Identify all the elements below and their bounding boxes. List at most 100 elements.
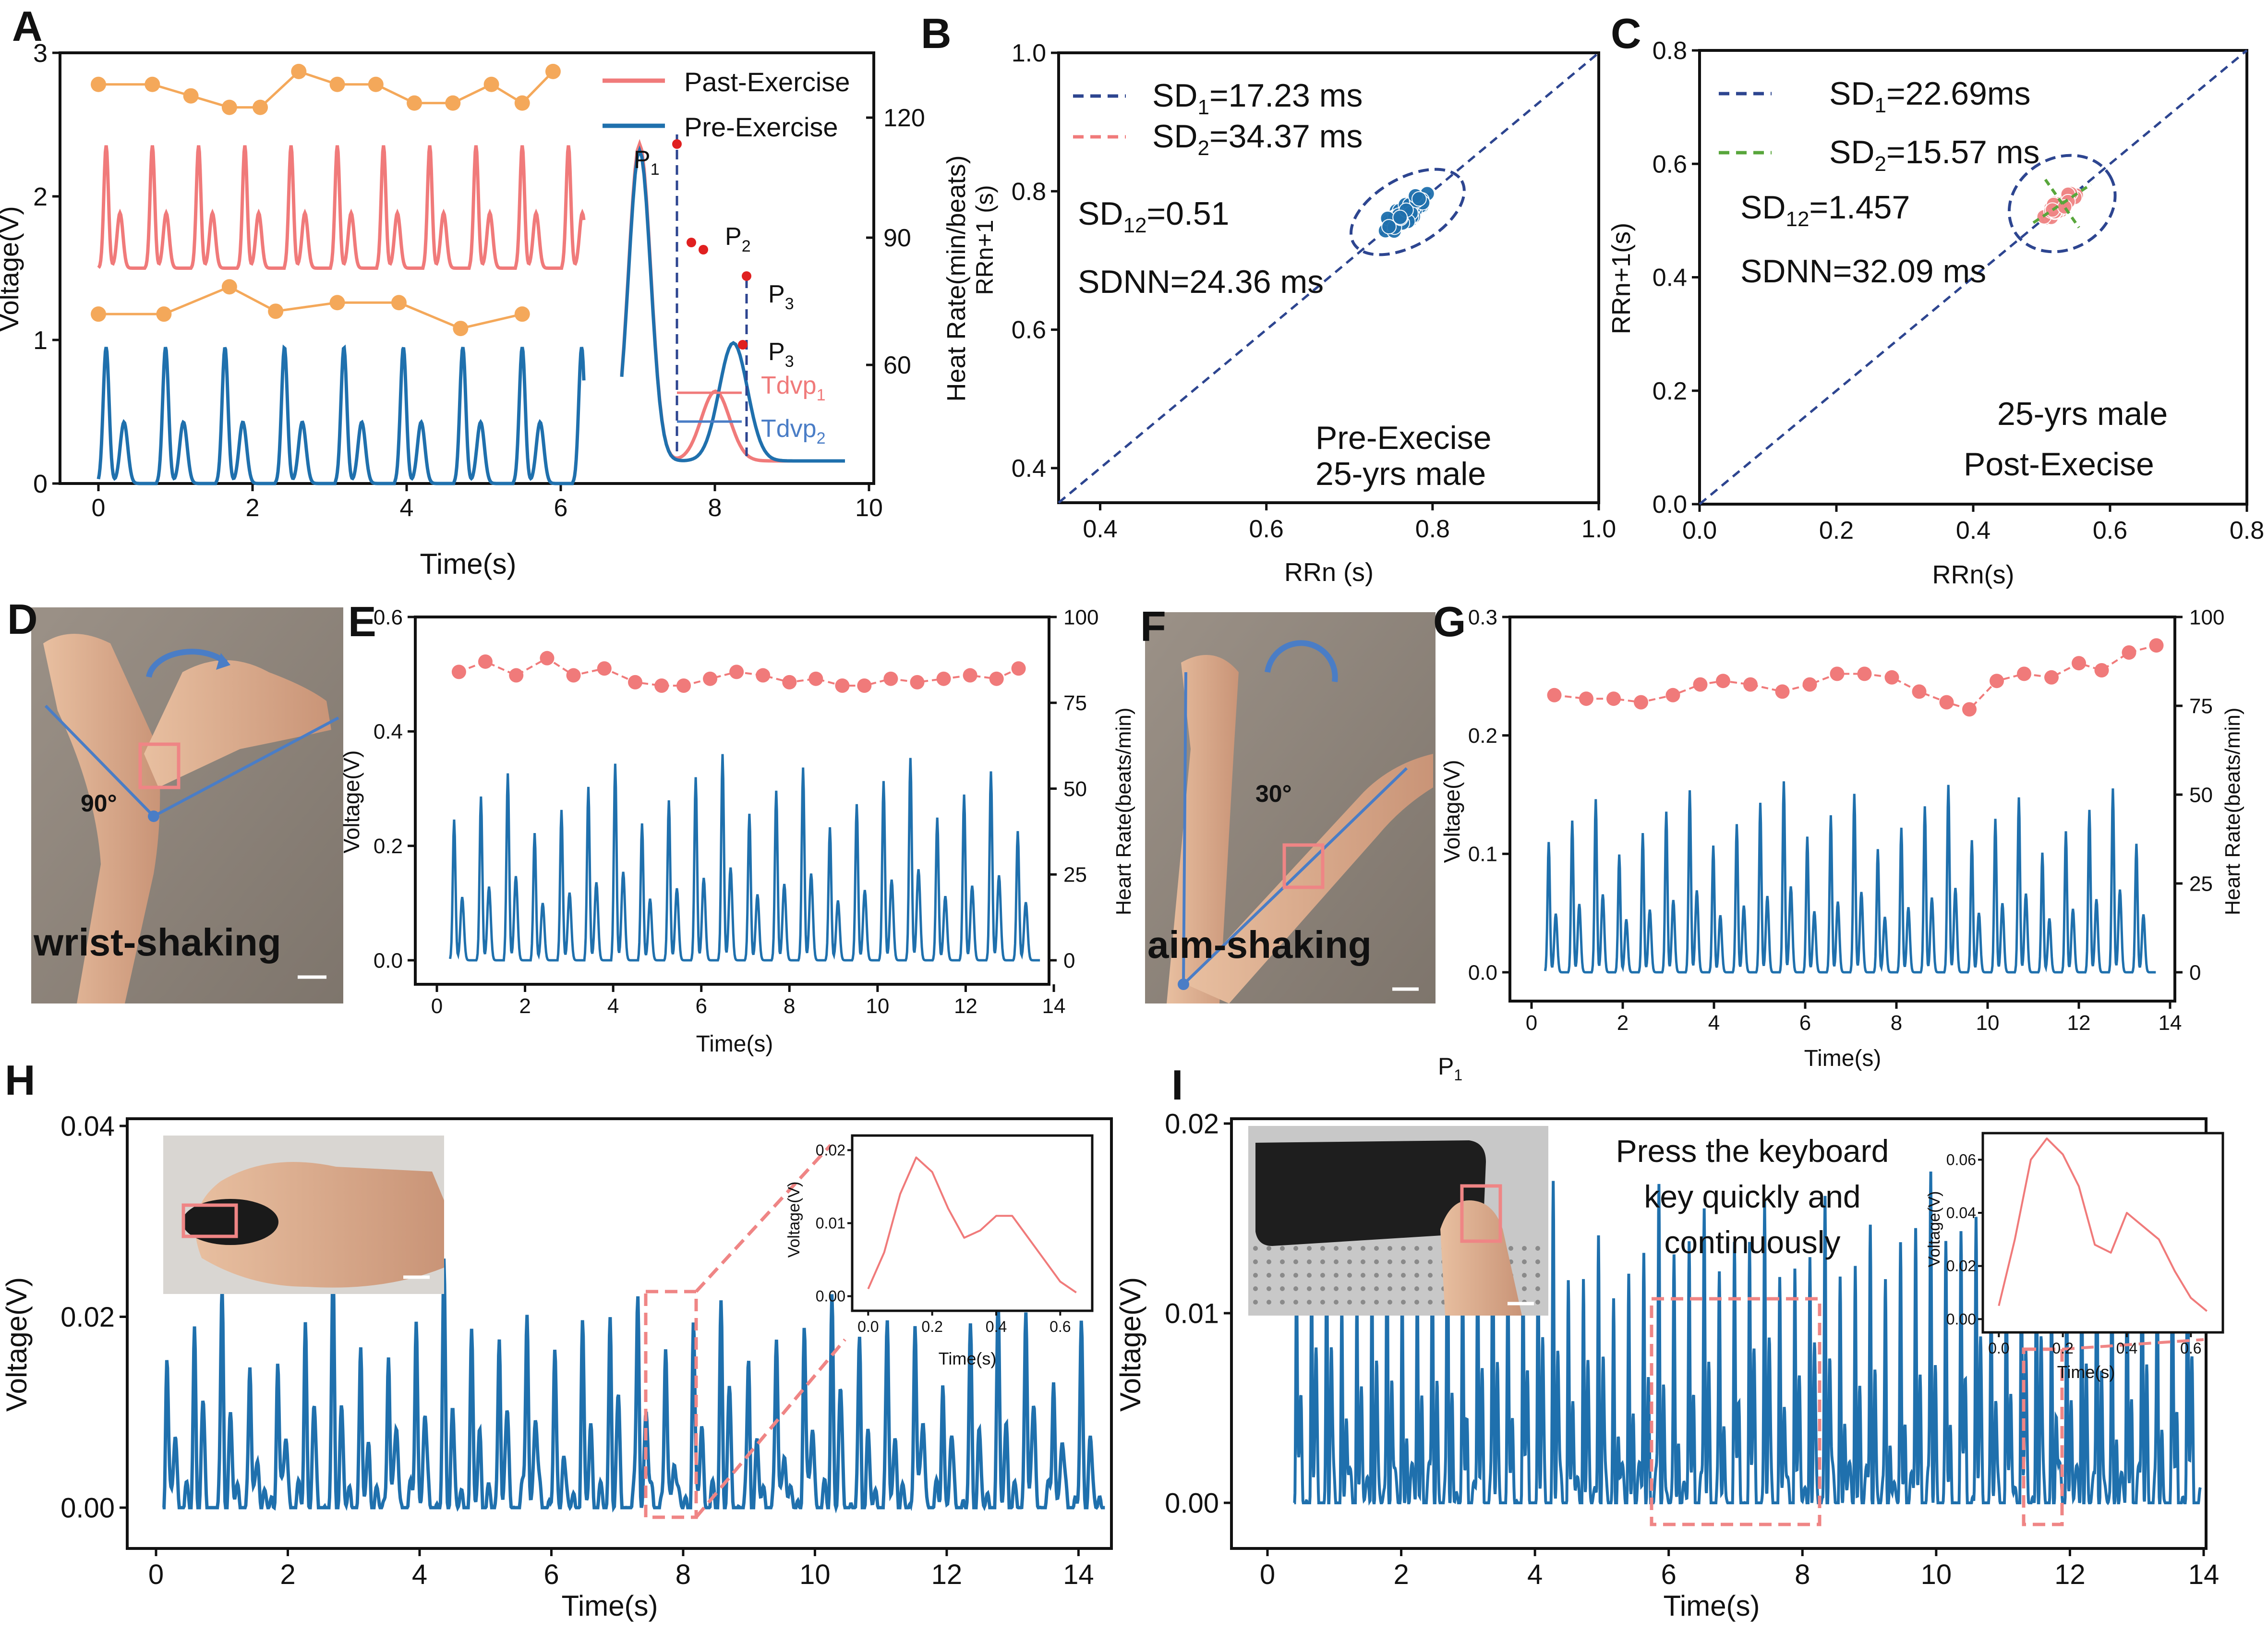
- panel-a-y2ticks: 60 90 120: [866, 104, 925, 379]
- G-xtick-label: 0: [1526, 1011, 1537, 1035]
- C-xtick-label: 0.4: [1956, 517, 1991, 544]
- pegboard-hole: [1508, 1246, 1513, 1251]
- pegboard-hole: [1280, 1273, 1285, 1278]
- label-tdvp1: Tdvp1: [761, 372, 826, 404]
- pegboard-hole: [1253, 1273, 1258, 1278]
- pegboard-hole: [1535, 1286, 1540, 1291]
- panel-h-ylabel: Voltage(V): [0, 1277, 33, 1412]
- H-ytick-label: 0.04: [60, 1111, 115, 1142]
- i-note-line1: Press the keyboard: [1616, 1133, 1889, 1169]
- pegboard-hole: [1334, 1246, 1339, 1251]
- B-ytick-label: 0.6: [1012, 316, 1046, 344]
- E-hr-point: [883, 671, 898, 686]
- a-hr-point: [221, 279, 237, 295]
- panel-e: E 0 2 4 6 8 10 12 14 0.0 0.2 0.4 0.6 0 25 50 75 100 Volt…: [339, 598, 1098, 1057]
- C-ytick-label: 0.4: [1653, 264, 1687, 292]
- pegboard-hole: [1334, 1259, 1339, 1264]
- panel-c-caption-2: Post-Execise: [1964, 446, 2154, 483]
- I-ytick-label: 0.00: [1165, 1487, 1219, 1519]
- i-sensor-box: [1460, 1184, 1502, 1243]
- C-xtick-label: 0.0: [1682, 517, 1717, 544]
- I-ytick-label: 0.01: [1165, 1298, 1219, 1329]
- pegboard-hole: [1374, 1273, 1379, 1278]
- panel-b-xlabel: RRn (s): [1284, 558, 1374, 587]
- G-hr-point: [1606, 691, 1621, 706]
- H-inset-pulse-line: [867, 1156, 1077, 1294]
- a-hr-point: [445, 95, 461, 111]
- panel-e-axes: [414, 616, 1050, 986]
- pegboard-hole: [1428, 1300, 1433, 1305]
- i-zoom-box-2: [2022, 1347, 2064, 1526]
- a-peak-marker: [687, 238, 696, 247]
- a-xtick-label: 8: [708, 494, 722, 522]
- panel-f-side-ylabel: Heart Rate(beats/min): [1112, 708, 1135, 916]
- panel-g-ylabel: Voltage(V): [1439, 760, 1464, 863]
- panel-g-ticks: 0 2 4 6 8 10 12 14 0.0 0.1 0.2 0.3 0 25 50 75 100: [1468, 605, 2225, 1035]
- a-hr-point: [268, 303, 284, 319]
- panel-b-label: B: [921, 10, 952, 57]
- G-hr-point: [1716, 674, 1730, 689]
- I-ytick-label: 0.02: [1165, 1108, 1219, 1139]
- I-xtick-label: 0: [1260, 1559, 1275, 1590]
- h-inset-plot: 0.0 0.2 0.4 0.6 0.00 0.01 0.02: [816, 1141, 1077, 1335]
- G-ytick-label: 0.1: [1468, 843, 1497, 866]
- E-hr-point: [451, 665, 466, 679]
- pegboard-hole: [1320, 1259, 1325, 1264]
- pegboard-hole: [1387, 1300, 1392, 1305]
- panel-a-axes: [59, 51, 875, 485]
- H-xtick-label: 14: [1063, 1559, 1094, 1590]
- pegboard-hole: [1428, 1286, 1433, 1291]
- pegboard-hole: [1522, 1273, 1527, 1278]
- B-ytick-label: 0.4: [1012, 455, 1046, 483]
- E-y2tick-label: 0: [1063, 949, 1075, 972]
- f-angle-line-2: [1182, 767, 1408, 986]
- panel-g-plot: [1544, 638, 2164, 974]
- G-hr-point: [1547, 688, 1562, 702]
- panel-i-ticks: 0 2 4 6 8 10 12 14 0.00 0.01 0.02: [1165, 1108, 2219, 1590]
- pegboard-hole: [1522, 1259, 1527, 1264]
- h-inset-ylabel: Voltage(V): [785, 1182, 803, 1258]
- E-hr-point: [857, 678, 872, 693]
- E-hr-point: [478, 654, 493, 669]
- a-hr-point: [483, 76, 499, 92]
- panel-h-axes: [126, 1117, 1113, 1550]
- a-hr-point: [407, 95, 422, 111]
- G-hr-point: [2072, 656, 2086, 671]
- B-point: [1381, 219, 1397, 235]
- i-inset-ylabel: Voltage(V): [1925, 1191, 1943, 1268]
- E-ytick-label: 0.6: [374, 605, 403, 629]
- i-note-line3: continuously: [1665, 1224, 1841, 1260]
- panel-g-label: G: [1433, 598, 1466, 645]
- E-hr-point: [963, 668, 977, 683]
- G-hr-point: [1634, 695, 1648, 710]
- G-hr-point: [2122, 645, 2136, 660]
- a-xtick-label: 10: [855, 494, 883, 522]
- panel-a-ylabel: Voltage(V): [0, 206, 24, 332]
- i-zoom-guide: [2062, 1338, 2204, 1351]
- E-xtick-label: 4: [607, 994, 619, 1018]
- pegboard-hole: [1280, 1300, 1285, 1305]
- G-hr-point: [1939, 695, 1954, 710]
- pegboard-hole: [1361, 1273, 1365, 1278]
- pegboard-hole: [1347, 1273, 1352, 1278]
- pegboard-hole: [1374, 1286, 1379, 1291]
- C-ytick-label: 0.2: [1653, 377, 1687, 405]
- a-ytick-label: 2: [33, 182, 48, 211]
- pegboard-hole: [1374, 1246, 1379, 1251]
- H-inset-ytick-label: 0.01: [816, 1215, 845, 1232]
- H-ytick-label: 0.00: [60, 1492, 115, 1523]
- panel-a: A 0 1 2 3 0 2 4 6 8 10 60 90 120 Voltage(V) Time(s…: [0, 2, 925, 580]
- pegboard-hole: [1267, 1300, 1271, 1305]
- pegboard-hole: [1267, 1246, 1271, 1251]
- a-hr-line-0: [98, 70, 554, 109]
- pegboard-hole: [1253, 1259, 1258, 1264]
- C-ytick-label: 0.8: [1653, 37, 1687, 65]
- a-ytick-label: 0: [33, 470, 48, 498]
- panel-e-ticks: 0 2 4 6 8 10 12 14 0.0 0.2 0.4 0.6 0 25 50 75 100: [374, 605, 1099, 1018]
- pegboard-hole: [1374, 1259, 1379, 1264]
- pegboard-hole: [1307, 1286, 1312, 1291]
- a-zoom-past: [620, 139, 845, 463]
- panel-c: C 0.0 0.2 0.4 0.6 0.8 0.0 0.2 0.4 0.6 0.8 RRn+1(s…: [1607, 10, 2264, 589]
- a-peak-marker: [742, 271, 751, 281]
- C-identity-line: [1699, 49, 2248, 505]
